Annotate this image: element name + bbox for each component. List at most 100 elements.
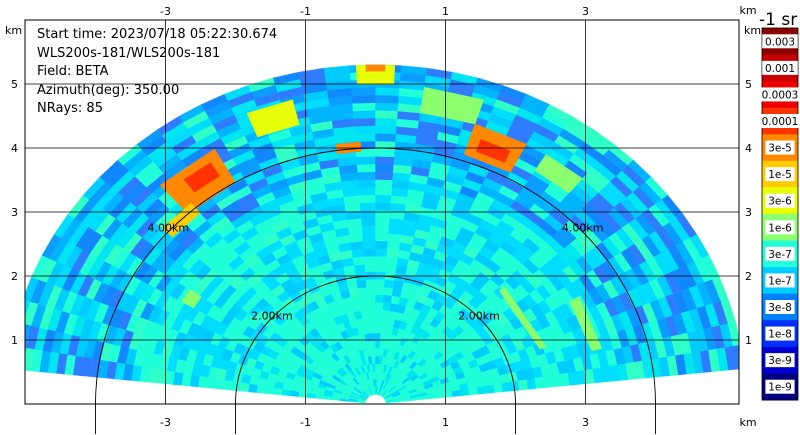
- sector-cell: [362, 240, 376, 250]
- sector-cell: [361, 217, 376, 227]
- y-tick-label-left: 3: [11, 206, 18, 219]
- sector-cell: [358, 294, 368, 304]
- sector-cell: [368, 317, 376, 326]
- x-tick-label-bottom: -1: [300, 416, 311, 429]
- sector-cell: [348, 225, 363, 236]
- sector-cell: [370, 340, 376, 349]
- sector-cell: [350, 240, 364, 251]
- y-tick-label-left: 1: [11, 334, 18, 347]
- colorbar-tick-label: 1e-5: [768, 169, 792, 181]
- colorbar-unit-title: -1 sr: [759, 10, 798, 30]
- sector-cell: [365, 340, 372, 350]
- hotspot-cell: [420, 86, 484, 125]
- sector-cell: [375, 186, 393, 196]
- y-tick-label-left: 5: [11, 78, 18, 91]
- colorbar-label-bg: [759, 114, 800, 128]
- colorbar-label-bg: [765, 379, 795, 394]
- sector-cell: [375, 301, 384, 311]
- sector-cell: [352, 109, 376, 119]
- sector-cell: [381, 309, 391, 319]
- sector-cell: [375, 317, 383, 326]
- sector-cell: [375, 309, 383, 319]
- sector-cell: [375, 179, 393, 188]
- colorbar-label-bg: [765, 167, 795, 182]
- sector-cell: [493, 383, 504, 393]
- sector-cell: [383, 286, 394, 296]
- sector-cell: [375, 209, 391, 219]
- sector-cell: [384, 279, 395, 289]
- sector-cell: [25, 323, 32, 348]
- range-ring-label: 2.00km: [251, 310, 293, 323]
- colorbar-label-bg: [765, 193, 795, 208]
- axis-unit-label: km: [5, 24, 22, 37]
- sector-cell: [362, 232, 376, 242]
- range-ring-label: 4.00km: [562, 221, 604, 234]
- x-tick-label-bottom: 3: [582, 416, 589, 429]
- sector-cell: [375, 109, 399, 119]
- sector-cell: [375, 171, 394, 181]
- hotspot-cell: [181, 289, 202, 309]
- sector-cell: [386, 248, 400, 258]
- y-tick-label-right: 5: [745, 78, 752, 91]
- sector-cell: [357, 286, 368, 296]
- sector-cell: [468, 387, 479, 396]
- colorbar-label-bg: [765, 220, 795, 235]
- sector-cell: [372, 371, 376, 380]
- colorbar-tick-label: 1e-6: [768, 222, 792, 234]
- sector-cell: [375, 248, 388, 257]
- sector-cell: [366, 294, 376, 303]
- sector-cell: [239, 382, 250, 393]
- range-ring-label: 4.00km: [148, 221, 190, 234]
- sector-cell: [375, 325, 382, 334]
- sector-cell: [352, 102, 376, 112]
- hotspot-cell: [183, 162, 220, 193]
- sector-cell: [375, 94, 400, 104]
- sector-cell: [375, 232, 389, 242]
- colorbar-tick-label: 0.003: [765, 36, 795, 48]
- sector-cell: [375, 255, 388, 265]
- y-tick-label-left: 4: [11, 142, 18, 155]
- sector-cell: [354, 133, 376, 142]
- sector-cell: [375, 125, 397, 135]
- sector-cell: [367, 301, 376, 311]
- sector-cell: [357, 171, 376, 181]
- sector-cell: [368, 309, 376, 319]
- sector-cell: [375, 217, 390, 227]
- sector-cell: [375, 240, 389, 250]
- sector-cell: [25, 347, 27, 356]
- sector-cell: [385, 256, 399, 266]
- sector-cell: [375, 348, 380, 357]
- sector-cell: [375, 117, 398, 127]
- sector-cell: [365, 271, 376, 280]
- range-ring: [95, 147, 656, 434]
- colorbar-tick-label: 3e-8: [768, 302, 792, 314]
- axis-unit-label: km: [739, 4, 756, 17]
- sector-cell: [363, 255, 376, 265]
- y-tick-label-right: 3: [745, 206, 752, 219]
- sector-cell: [375, 102, 399, 112]
- colorbar-tick-label: 0.001: [765, 63, 795, 75]
- sector-cell: [222, 379, 234, 391]
- y-tick-label-right: 1: [745, 334, 752, 347]
- sector-cell: [517, 379, 529, 391]
- colorbar-label-bg: [762, 34, 798, 49]
- sector-cell: [358, 186, 376, 196]
- sector-cell: [358, 179, 376, 188]
- sector-cell: [375, 225, 390, 234]
- sector-cell: [356, 279, 367, 289]
- sector-cell: [371, 355, 376, 365]
- sector-cell: [365, 278, 376, 288]
- colorbar-label-bg: [765, 353, 795, 368]
- sector-cell: [369, 325, 376, 334]
- sector-cell: [501, 382, 512, 393]
- sector-cell: [352, 256, 366, 266]
- sector-cell: [383, 294, 393, 304]
- sector-cell: [361, 225, 376, 234]
- colorbar-label-bg: [765, 326, 795, 341]
- colorbar-label-bg: [765, 300, 795, 314]
- axis-unit-label: km: [739, 416, 756, 429]
- hotspot-cell: [246, 99, 300, 138]
- info-field: Field: BETA: [37, 64, 109, 79]
- hotspot-cell: [498, 285, 547, 350]
- sector-cell: [733, 345, 739, 370]
